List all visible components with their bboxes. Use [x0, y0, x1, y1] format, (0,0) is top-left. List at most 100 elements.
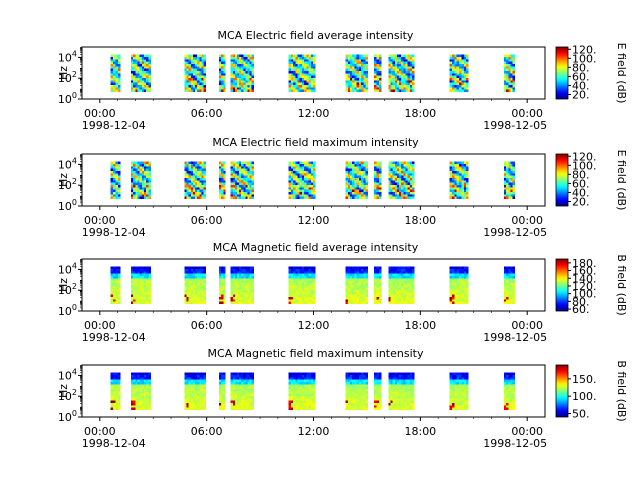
spectrogram-cell [115, 276, 118, 279]
spectrogram-cell [133, 173, 135, 176]
spectrogram-cell [138, 196, 140, 199]
spectrogram-cell [142, 164, 144, 167]
spectrogram-cell [191, 168, 193, 171]
spectrogram-cell [289, 87, 292, 90]
spectrogram-cell [454, 292, 457, 295]
spectrogram-cell [295, 290, 298, 293]
spectrogram-cell [302, 78, 305, 81]
spectrogram-cell [115, 161, 118, 164]
spectrogram-cell [201, 189, 203, 192]
spectrogram-cell [201, 68, 203, 71]
spectrogram-cell [406, 178, 408, 181]
spectrogram-cell [250, 89, 252, 92]
spectrogram-cell [148, 405, 150, 408]
spectrogram-cell [289, 82, 292, 85]
spectrogram-cell [133, 78, 135, 81]
spectrogram-cell [252, 78, 254, 81]
spectrogram-cell [221, 278, 223, 281]
spectrogram-cell [146, 164, 148, 167]
spectrogram-cell [187, 396, 189, 399]
spectrogram-cell [219, 187, 221, 190]
spectrogram-cell [138, 171, 140, 174]
spectrogram-cell [297, 64, 300, 67]
spectrogram-cell [195, 266, 197, 269]
spectrogram-cell [250, 57, 252, 60]
spectrogram-cell [306, 285, 309, 288]
spectrogram-cell [204, 391, 206, 394]
spectrogram-cell [231, 168, 233, 171]
spectrogram-cell [245, 59, 247, 62]
spectrogram-cell [131, 61, 133, 64]
spectrogram-cell [304, 78, 307, 81]
spectrogram-cell [304, 189, 307, 192]
spectrogram-cell [115, 73, 118, 76]
spectrogram-cell [140, 57, 142, 60]
spectrogram-cell [291, 290, 294, 293]
spectrogram-cell [348, 182, 351, 185]
spectrogram-cell [348, 180, 351, 183]
spectrogram-cell [374, 299, 377, 302]
spectrogram-cell [374, 276, 377, 279]
spectrogram-cell [146, 66, 148, 69]
spectrogram-cell [146, 391, 148, 394]
colorbar-gradient [556, 259, 568, 311]
spectrogram-cell [138, 391, 140, 394]
spectrogram-cell [461, 61, 464, 64]
spectrogram-cell [459, 187, 462, 190]
spectrogram-cell [219, 82, 221, 85]
spectrogram-cell [237, 294, 239, 297]
spectrogram-cell [144, 166, 146, 169]
spectrogram-cell [197, 290, 199, 293]
spectrogram-cell [233, 80, 235, 83]
spectrogram-cell [412, 161, 414, 164]
spectrogram-cell [239, 180, 241, 183]
spectrogram-cell [131, 403, 133, 406]
spectrogram-cell [306, 287, 309, 290]
spectrogram-cell [300, 299, 303, 302]
spectrogram-cell [393, 182, 395, 185]
spectrogram-cell [233, 180, 235, 183]
spectrogram-cell [393, 180, 395, 183]
spectrogram-cell [187, 398, 189, 401]
spectrogram-cell [115, 185, 118, 188]
spectrogram-cell [235, 386, 237, 389]
spectrogram-cell [239, 375, 241, 378]
spectrogram-cell [346, 85, 349, 88]
spectrogram-cell [354, 171, 357, 174]
spectrogram-cell [204, 276, 206, 279]
spectrogram-cell [189, 372, 191, 375]
spectrogram-cell [193, 285, 195, 288]
spectrogram-cell [466, 292, 469, 295]
spectrogram-cell [361, 78, 364, 81]
spectrogram-cell [199, 301, 201, 304]
spectrogram-cell [464, 82, 467, 85]
spectrogram-cell [399, 175, 401, 178]
spectrogram-cell [223, 389, 225, 392]
spectrogram-cell [295, 292, 298, 295]
spectrogram-cell [313, 78, 316, 81]
spectrogram-cell [304, 182, 307, 185]
spectrogram-cell [306, 192, 309, 195]
spectrogram-cell [197, 168, 199, 171]
spectrogram-cell [348, 85, 351, 88]
spectrogram-cell [506, 290, 508, 293]
spectrogram-cell [142, 273, 144, 276]
spectrogram-cell [140, 180, 142, 183]
spectrogram-cell [390, 85, 392, 88]
spectrogram-cell [239, 166, 241, 169]
spectrogram-cell [113, 266, 116, 269]
spectrogram-cell [252, 290, 254, 293]
spectrogram-cell [131, 386, 133, 389]
spectrogram-cell [146, 403, 148, 406]
spectrogram-cell [304, 273, 307, 276]
spectrogram-cell [148, 398, 150, 401]
spectrogram-cell [357, 185, 360, 188]
spectrogram-cell [346, 301, 349, 304]
spectrogram-cell [410, 64, 412, 67]
spectrogram-cell [401, 178, 403, 181]
spectrogram-cell [313, 285, 316, 288]
spectrogram-cell [237, 192, 239, 195]
spectrogram-cell [237, 396, 239, 399]
spectrogram-cell [300, 78, 303, 81]
y-tick-label: 104 [58, 261, 77, 276]
